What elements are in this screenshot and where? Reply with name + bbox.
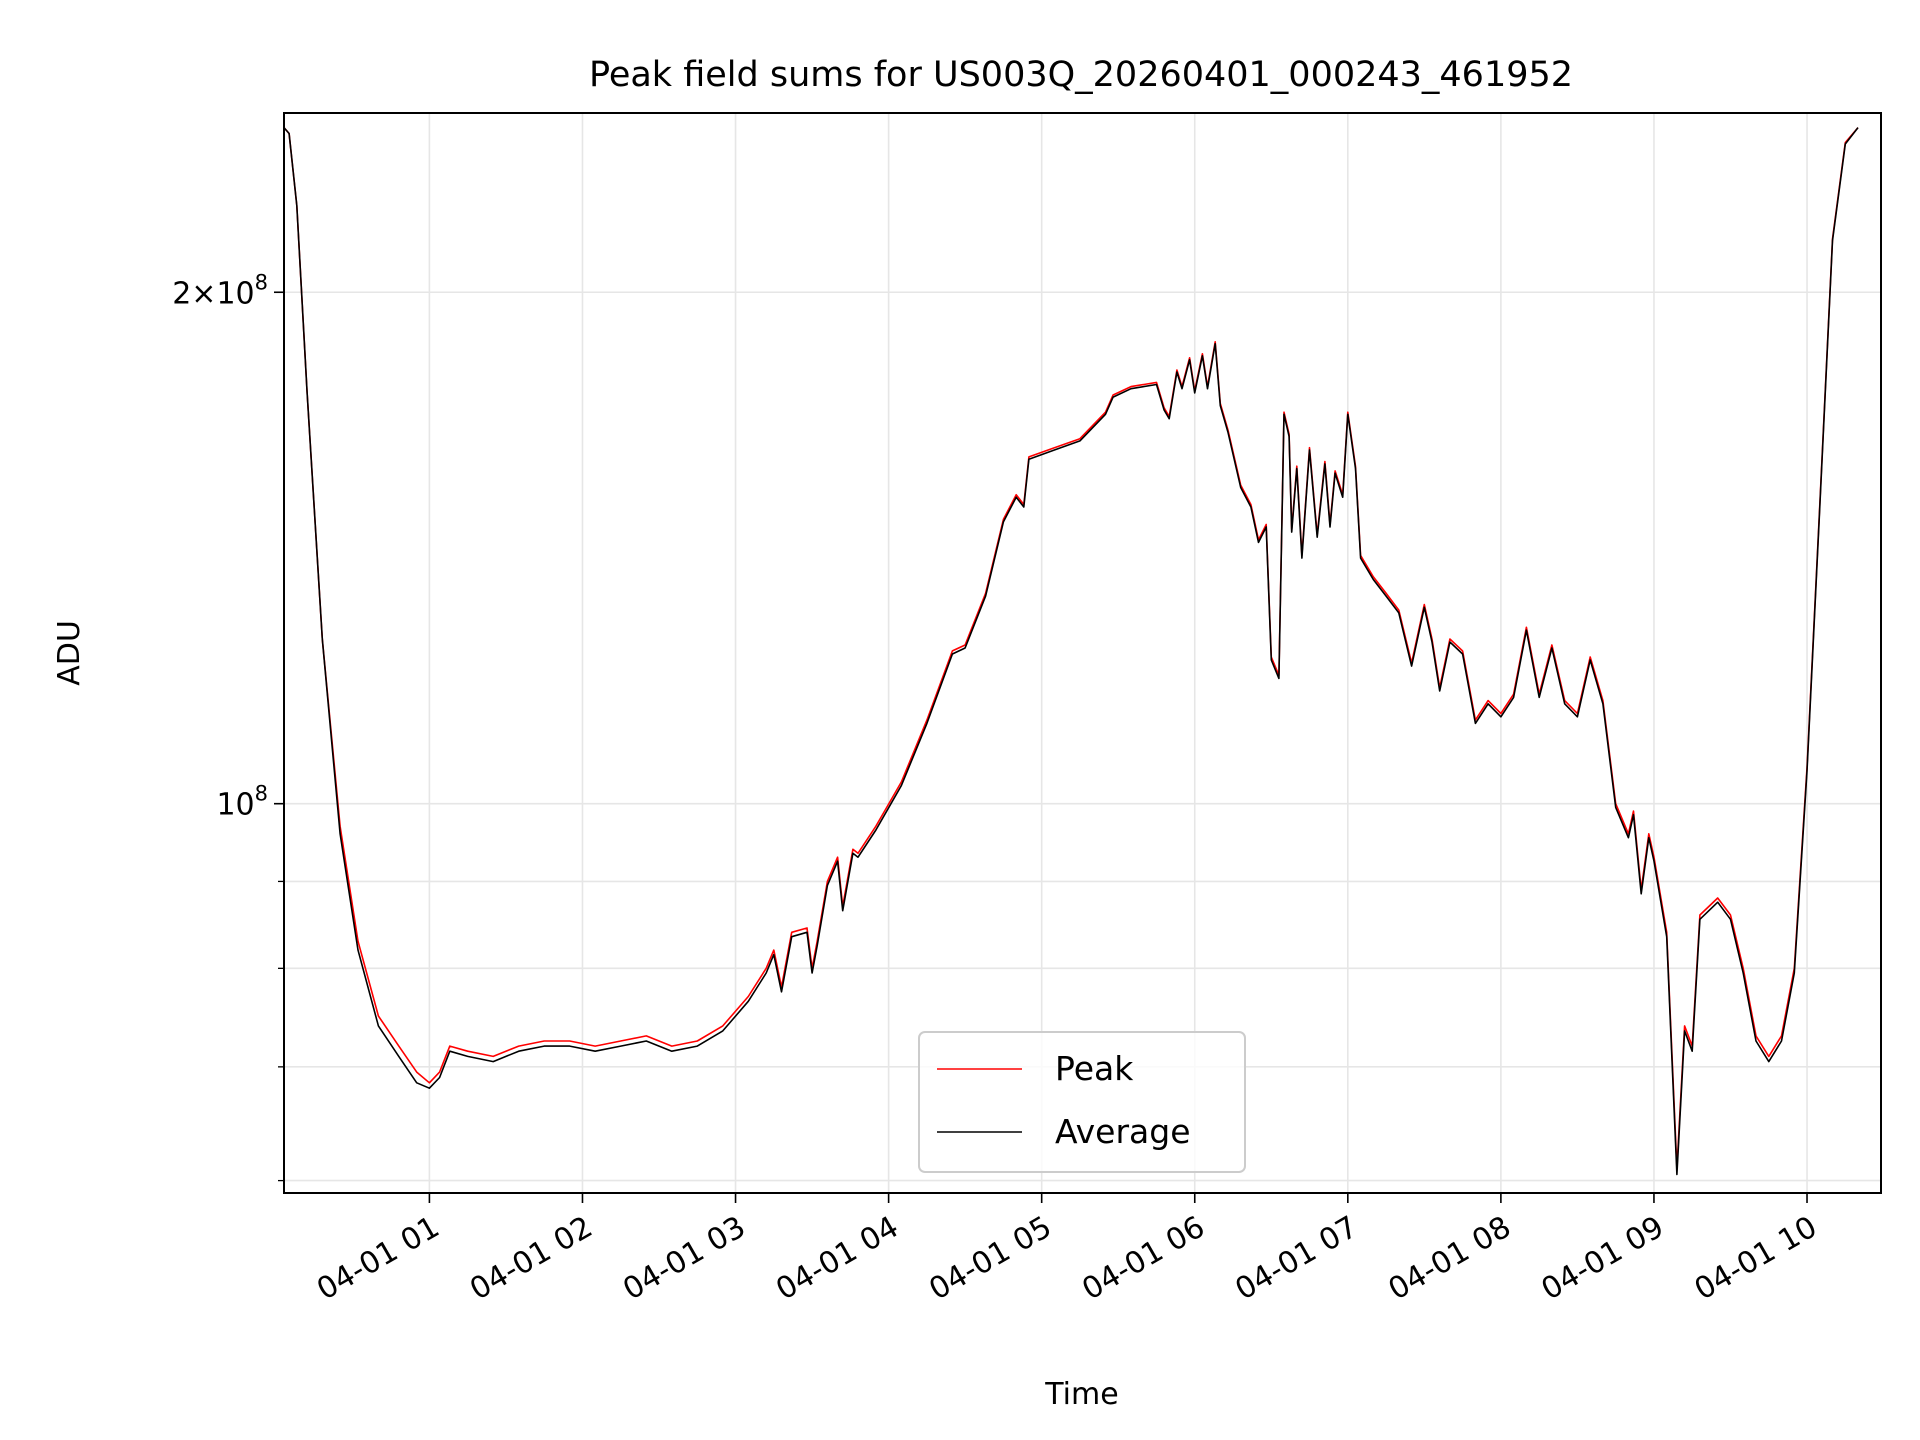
plot-area: 04-01 01 04-01 02 04-01 03 04-01 04 04-01 05… bbox=[172, 112, 1882, 1307]
legend-label-peak: Peak bbox=[1055, 1049, 1134, 1088]
y-tick-label-exponent: 8 bbox=[255, 270, 268, 294]
y-tick-label: 2×108 bbox=[172, 270, 268, 311]
chart-title: Peak field sums for US003Q_20260401_0002… bbox=[589, 55, 1573, 95]
x-axis-label: Time bbox=[1044, 1377, 1118, 1412]
grid-lines bbox=[284, 113, 1881, 1193]
plot-frame bbox=[283, 112, 1882, 1194]
series-line-average bbox=[284, 127, 1859, 1176]
y-tick-label-base: 10 bbox=[216, 788, 254, 823]
y-tick-label: 108 bbox=[216, 782, 268, 823]
y-tick-label-base: 2×10 bbox=[172, 276, 254, 311]
y-tick-label-exponent: 8 bbox=[255, 782, 268, 806]
series-lines bbox=[284, 127, 1859, 1176]
legend-box bbox=[918, 1031, 1246, 1173]
legend: Peak Average bbox=[918, 1031, 1246, 1173]
legend-label-average: Average bbox=[1055, 1112, 1191, 1151]
y-axis-label: ADU bbox=[52, 620, 87, 686]
